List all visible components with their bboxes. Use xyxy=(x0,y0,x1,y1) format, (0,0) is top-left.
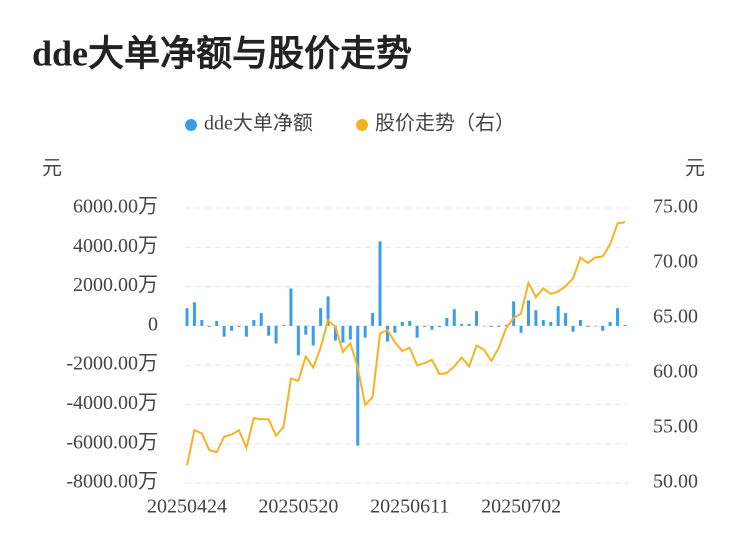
price-line xyxy=(186,221,626,466)
bar xyxy=(541,319,545,326)
bar xyxy=(445,318,449,326)
bar xyxy=(192,302,196,326)
bar xyxy=(289,288,293,326)
bar xyxy=(467,323,471,326)
bar xyxy=(423,325,427,327)
y-tick-label: -2000.00万 xyxy=(66,353,158,375)
bar xyxy=(282,324,286,326)
y-tick-label: 6000.00万 xyxy=(73,196,158,218)
bar xyxy=(304,325,308,335)
bar xyxy=(333,325,337,341)
bar xyxy=(356,325,360,446)
y-axis-unit: 元 xyxy=(42,158,62,180)
bar xyxy=(578,319,582,326)
bar xyxy=(341,325,345,343)
bar xyxy=(512,301,516,326)
bar xyxy=(519,325,523,333)
bar xyxy=(363,325,367,338)
bar xyxy=(393,325,397,333)
y2-tick-label: 70.00 xyxy=(653,251,698,273)
y-tick-label: -8000.00万 xyxy=(66,471,158,493)
bar xyxy=(378,241,382,326)
y2-tick-label: 75.00 xyxy=(653,196,698,218)
legend-label: dde大单净额 xyxy=(204,112,313,135)
bar xyxy=(549,321,553,326)
bar xyxy=(311,325,315,346)
y2-tick-label: 55.00 xyxy=(653,416,698,438)
bar xyxy=(415,325,419,338)
bar xyxy=(371,313,375,326)
y2-tick-label: 60.00 xyxy=(653,361,698,383)
bar xyxy=(623,324,627,326)
y2-tick-label: 65.00 xyxy=(653,306,698,328)
bar xyxy=(385,325,389,342)
bar xyxy=(601,325,605,331)
bar xyxy=(207,325,211,327)
legend-label: 股价走势（右） xyxy=(375,112,515,135)
bar xyxy=(408,320,412,326)
bar xyxy=(296,325,300,356)
x-tick-label: 20250611 xyxy=(370,496,449,518)
bar xyxy=(319,308,323,326)
bar xyxy=(267,325,271,336)
bar xyxy=(460,323,464,326)
bar xyxy=(222,325,226,337)
y-tick-label: 2000.00万 xyxy=(73,274,158,296)
y2-tick-label: 50.00 xyxy=(653,471,698,493)
bar xyxy=(244,325,248,337)
bar xyxy=(526,300,530,326)
bar xyxy=(586,325,590,327)
bar xyxy=(616,308,620,326)
bar xyxy=(252,319,256,326)
bar xyxy=(482,325,486,327)
bar xyxy=(430,325,434,330)
bar xyxy=(437,325,441,327)
bar xyxy=(497,325,501,327)
bar xyxy=(564,313,568,326)
bar xyxy=(237,325,241,327)
bar xyxy=(504,324,508,326)
bar xyxy=(259,313,263,326)
bar xyxy=(571,325,575,332)
legend-marker xyxy=(356,119,368,131)
bar xyxy=(200,319,204,326)
bar xyxy=(608,321,612,326)
x-tick-label: 20250520 xyxy=(258,496,338,518)
bar xyxy=(274,325,278,344)
bar xyxy=(326,296,330,326)
x-tick-label: 20250424 xyxy=(147,496,227,518)
bar xyxy=(230,325,234,331)
y2-axis-unit: 元 xyxy=(685,158,705,180)
y-tick-label: 0 xyxy=(148,313,158,335)
legend-marker xyxy=(185,119,197,131)
bar xyxy=(593,325,597,327)
chart-title: dde大单净额与股价走势 xyxy=(32,33,412,73)
bar xyxy=(556,306,560,326)
bar xyxy=(475,311,479,326)
bar xyxy=(452,309,456,326)
bar xyxy=(185,308,189,326)
bar xyxy=(534,310,538,326)
bar xyxy=(215,320,219,326)
bar xyxy=(489,325,493,327)
y-tick-label: 4000.00万 xyxy=(73,235,158,257)
y-tick-label: -4000.00万 xyxy=(66,392,158,414)
bar xyxy=(400,321,404,326)
bar xyxy=(348,325,352,340)
y-tick-label: -6000.00万 xyxy=(66,431,158,453)
x-tick-label: 20250702 xyxy=(481,496,561,518)
